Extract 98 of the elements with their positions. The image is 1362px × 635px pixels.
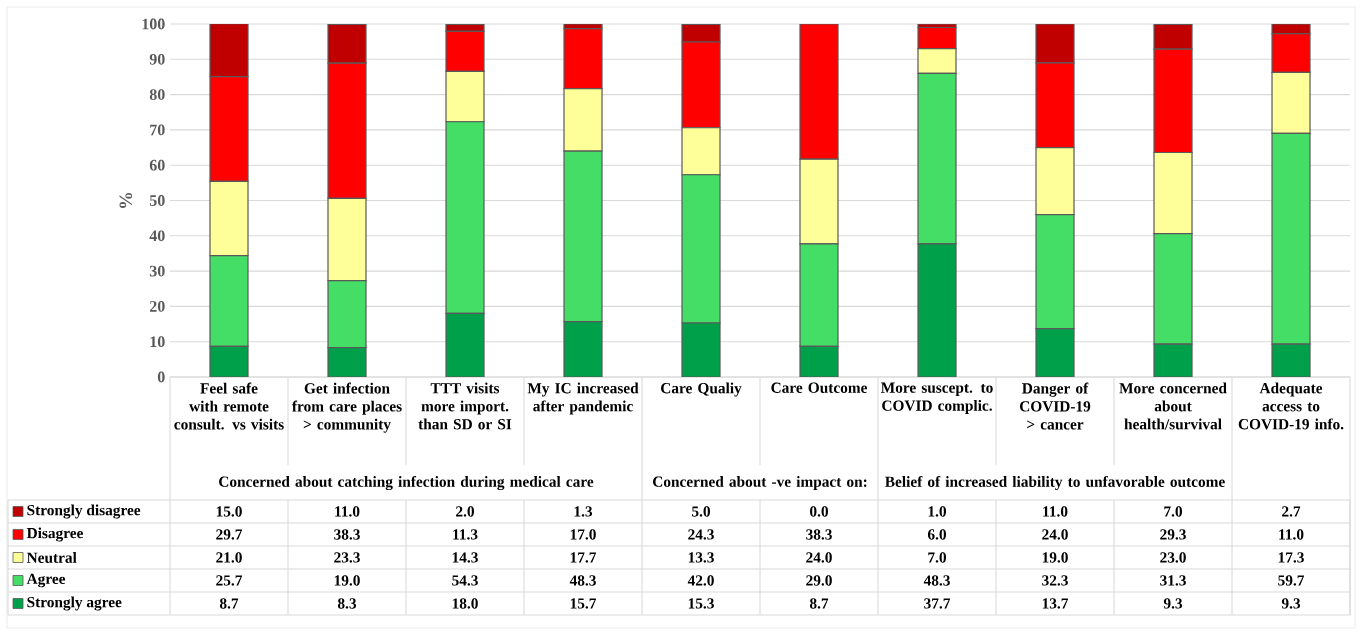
x-tick-label: More concerned about health/survival [1119, 382, 1227, 430]
data-label: 18.0 [452, 598, 478, 609]
y-tick-label: 100 [142, 18, 165, 30]
data-label: 6.0 [927, 529, 947, 540]
x-tick-label: Care Outcome [771, 382, 867, 393]
x-tick-label: My IC increased after pandemic [527, 382, 639, 415]
x-tick-label: More suscept. to COVID complic. [881, 382, 993, 414]
y-tick-label: 60 [149, 159, 165, 171]
bar [1035, 62, 1075, 149]
y-tick-label: 70 [150, 124, 165, 136]
legend-label: Neutral [26, 552, 77, 563]
bar [681, 322, 721, 377]
data-label: 8.3 [337, 598, 357, 609]
data-label: 2.0 [456, 506, 475, 517]
data-label: 5.0 [692, 506, 711, 517]
data-label: 13.3 [688, 552, 714, 563]
bar [327, 347, 367, 377]
bar [445, 30, 485, 72]
data-label: 1.3 [574, 506, 593, 517]
x-tick-label: Adequate access to COVID-19 info. [1238, 382, 1344, 430]
y-tick-label: 10 [150, 336, 165, 348]
data-label: 8.7 [809, 598, 829, 609]
data-label: 37.7 [924, 598, 951, 609]
legend-label: Disagree [26, 527, 83, 542]
data-label: 24.0 [1042, 529, 1068, 540]
data-label: 29.3 [1160, 529, 1186, 540]
data-label: 29.7 [216, 529, 243, 540]
data-label: 48.3 [569, 575, 596, 586]
data-label: 15.7 [570, 598, 597, 609]
data-label: 8.7 [219, 598, 239, 609]
text: Concerned about -ve impact on: [653, 476, 867, 490]
data-label: 15.3 [688, 598, 714, 609]
bar [327, 23, 367, 64]
data-label: 24.0 [806, 552, 832, 563]
y-tick-label: 80 [149, 89, 165, 100]
data-label: 42.0 [687, 575, 714, 586]
legend-label: Strongly disagree [27, 504, 141, 519]
y-axis-title: % [119, 192, 133, 208]
y-tick-label: 30 [149, 265, 165, 277]
data-label: 54.3 [452, 575, 478, 586]
bar [563, 27, 603, 90]
bar [681, 41, 721, 129]
data-label: 17.3 [1278, 552, 1304, 563]
data-label: 7.0 [928, 552, 947, 563]
x-tick-label: Danger of COVID-19 > cancer [1019, 382, 1091, 430]
bar [1035, 23, 1075, 64]
data-label: 59.7 [1278, 575, 1305, 586]
data-label: 38.3 [806, 529, 832, 540]
text: Concerned about catching infection during medical care [219, 475, 594, 491]
data-label: 1.0 [928, 506, 947, 517]
data-label: 9.3 [1281, 598, 1301, 609]
bar [1271, 32, 1311, 73]
data-label: 7.0 [1164, 506, 1183, 517]
bar [327, 62, 367, 199]
legend-label: Strongly agree [27, 596, 122, 611]
data-label: 14.3 [452, 552, 478, 563]
data-label: 17.7 [570, 552, 597, 563]
bar [917, 243, 957, 377]
bar [799, 23, 839, 160]
data-label: 11.3 [453, 529, 478, 540]
bar [445, 312, 485, 377]
data-label: 48.3 [923, 575, 950, 586]
data-label: 11.0 [1043, 506, 1068, 517]
legend-label: Agree [26, 573, 66, 588]
data-label: 19.0 [334, 575, 360, 586]
data-label: 19.0 [1042, 552, 1068, 563]
bar [209, 23, 249, 78]
y-tick-label: 90 [149, 53, 165, 65]
data-label: 24.3 [688, 529, 714, 540]
data-label: 25.7 [216, 575, 243, 586]
data-label: 23.3 [334, 552, 360, 563]
x-tick-label: Get infection from care places > community [292, 382, 402, 433]
y-tick-label: 40 [149, 230, 165, 242]
data-label: 21.0 [216, 552, 242, 563]
data-label: 13.7 [1042, 598, 1069, 609]
x-tick-label: Feel safe with remote consult. vs visits [174, 382, 284, 430]
data-label: 32.3 [1042, 575, 1068, 586]
data-label: 38.3 [334, 529, 360, 540]
data-label: 2.7 [1282, 506, 1301, 517]
data-label: 17.0 [570, 529, 596, 540]
data-label: 11.0 [1279, 529, 1304, 540]
bar [563, 320, 603, 377]
x-tick-label: TTT visits more import. than SD or SI [418, 382, 512, 430]
bar [209, 75, 249, 183]
bar [1153, 48, 1193, 154]
y-tick-label: 0 [157, 371, 165, 383]
x-tick-label: Care Qualiy [661, 382, 742, 397]
data-label: 9.3 [1163, 598, 1183, 609]
data-label: 11.0 [335, 506, 360, 517]
data-label: 29.0 [806, 575, 832, 586]
data-label: 31.3 [1160, 575, 1186, 586]
bar [1035, 328, 1075, 377]
y-tick-label: 20 [149, 300, 165, 312]
data-label: 23.0 [1160, 552, 1186, 563]
y-tick-label: 50 [149, 195, 165, 206]
data-label: 15.0 [216, 506, 242, 517]
text: Belief of increased liability to unfavorable outcome [885, 475, 1225, 491]
data-label: 0.0 [810, 506, 829, 517]
